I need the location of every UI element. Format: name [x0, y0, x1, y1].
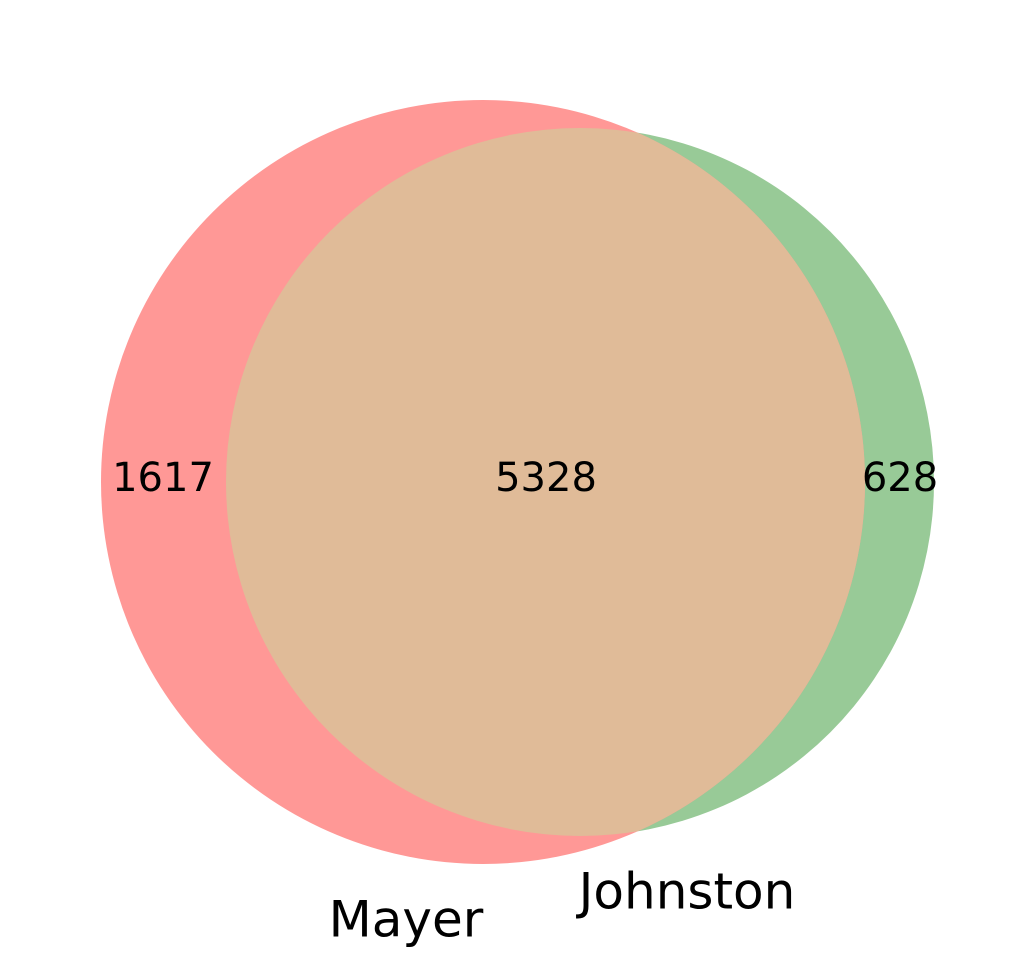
- mayer-set-label: Mayer: [329, 891, 484, 949]
- johnston-set-label: Johnston: [576, 863, 796, 921]
- intersection-count: 5328: [495, 455, 597, 501]
- intersection-region: [226, 128, 865, 836]
- only-johnston-count: 628: [862, 455, 938, 501]
- only-mayer-count: 1617: [112, 455, 214, 501]
